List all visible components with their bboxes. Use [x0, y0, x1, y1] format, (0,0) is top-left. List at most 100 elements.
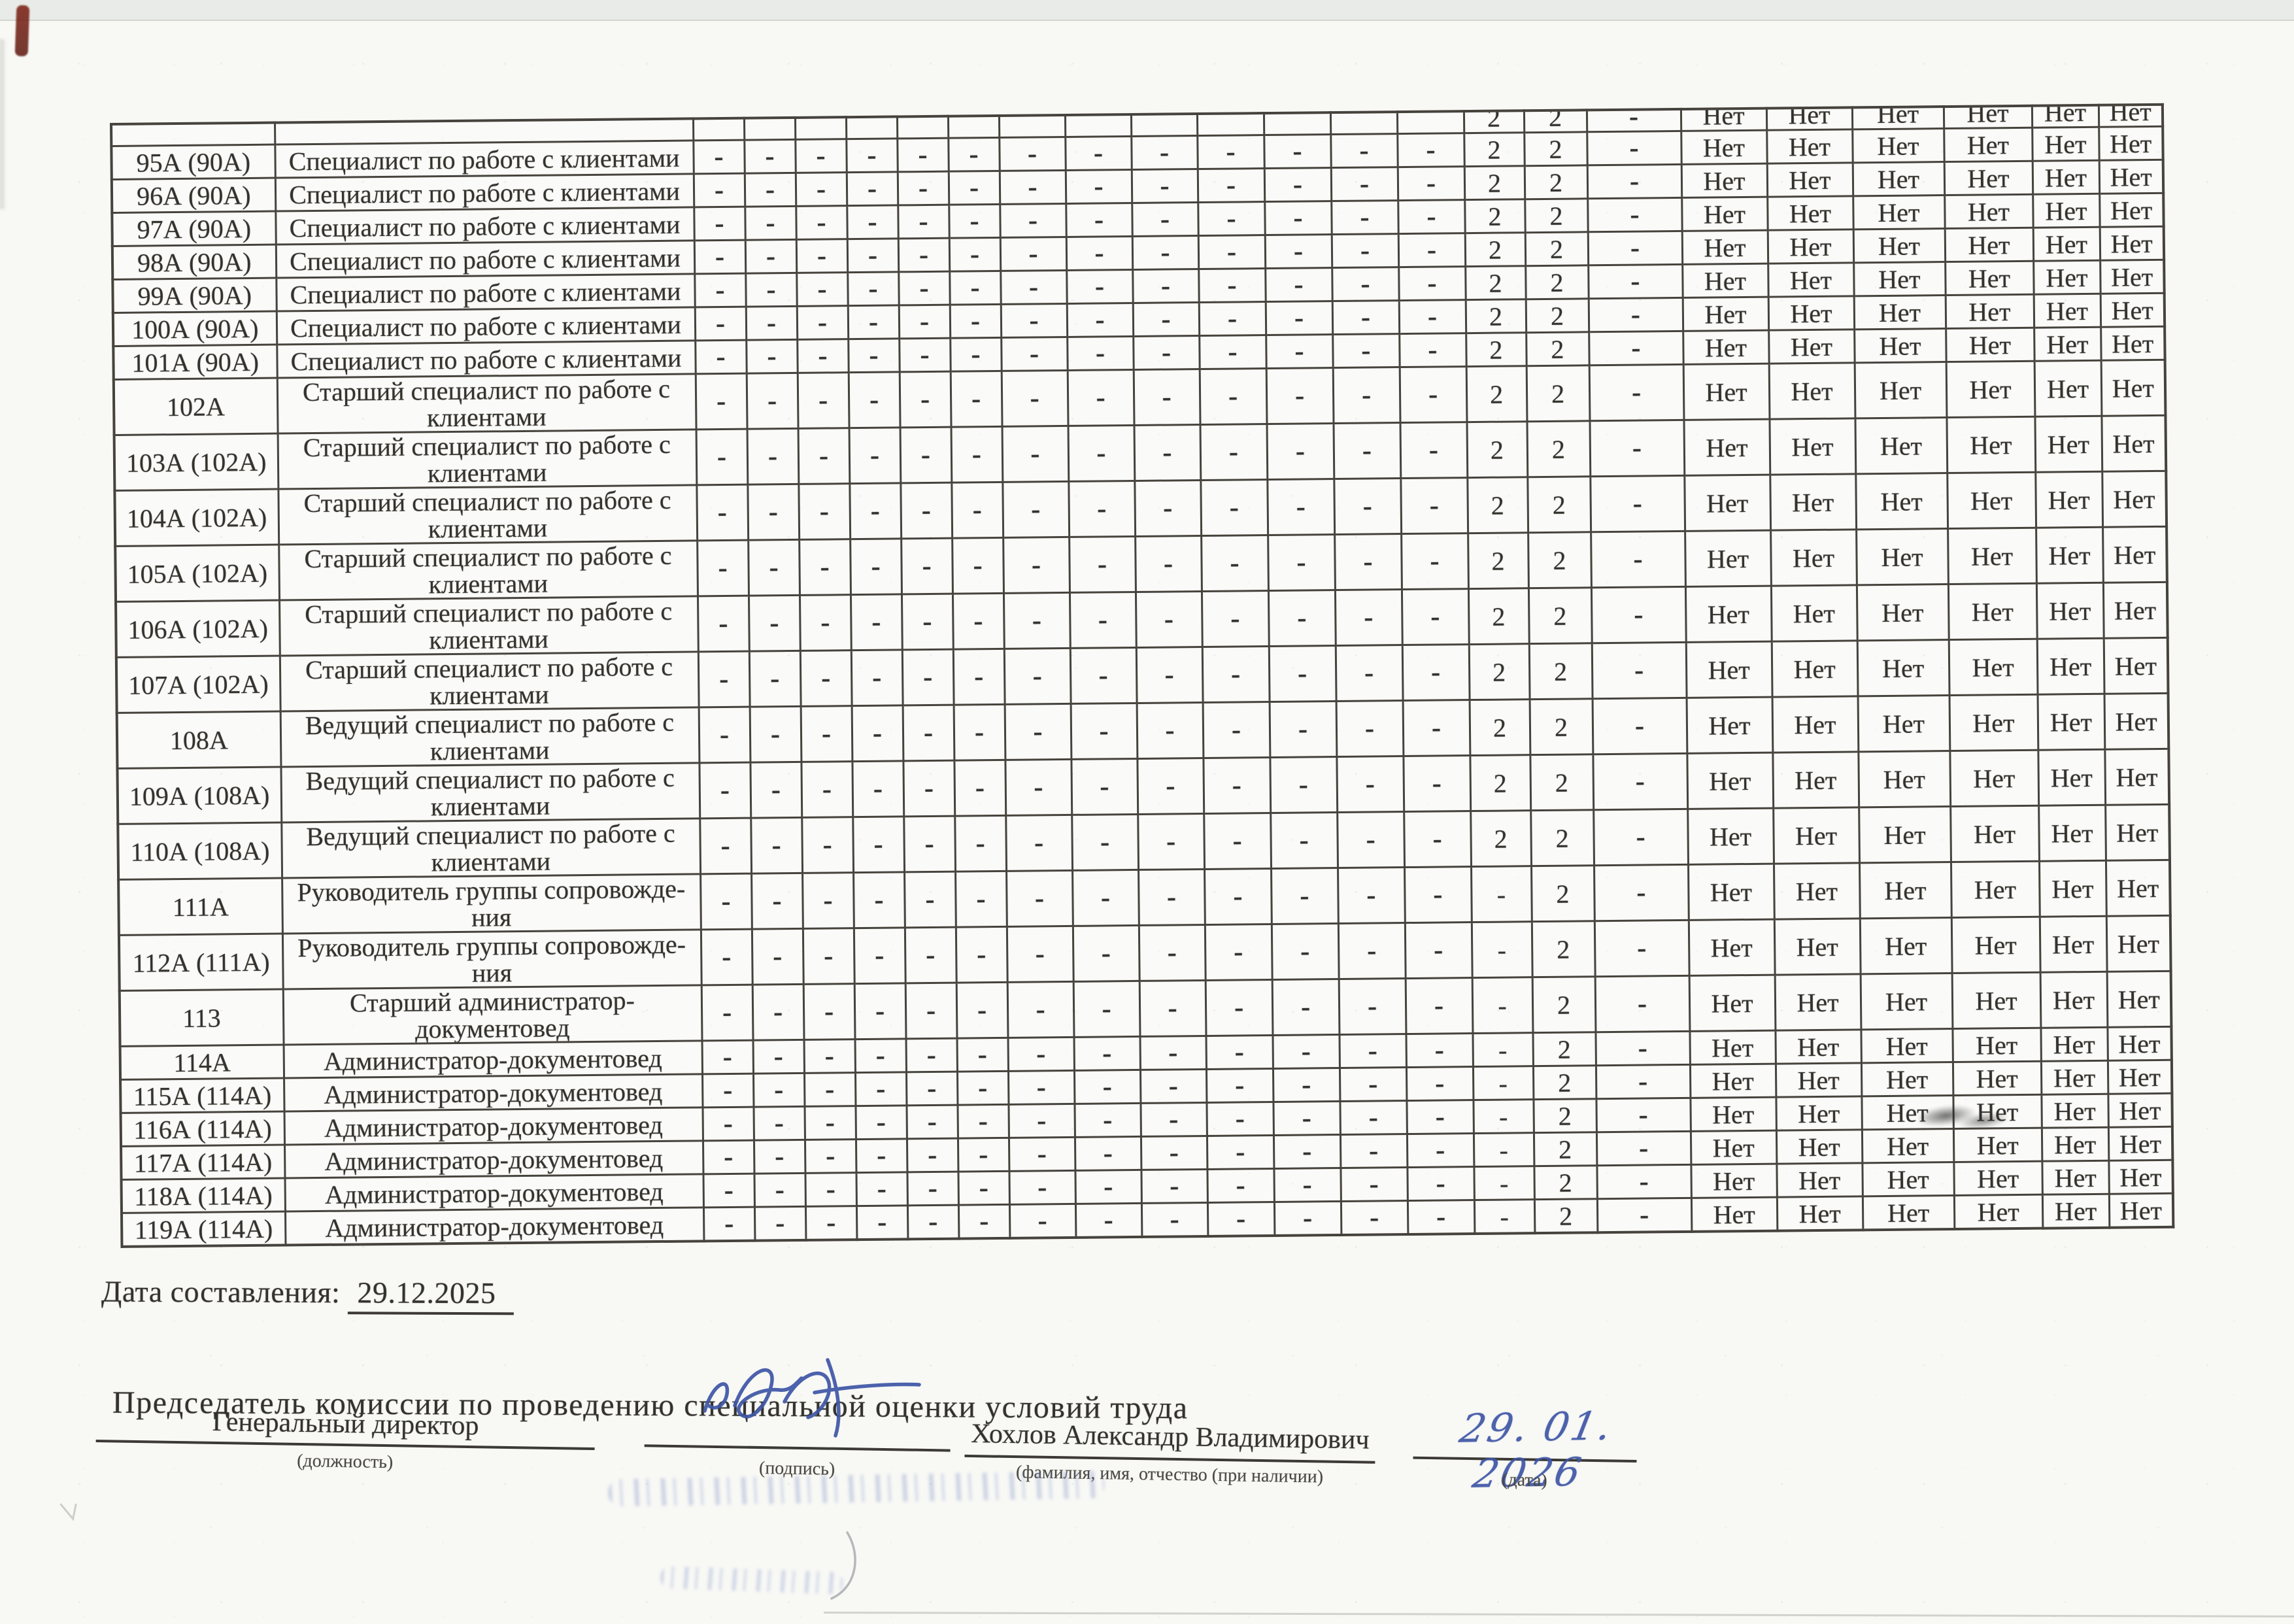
cell-dash: -	[751, 873, 803, 930]
cell-dash: -	[797, 372, 849, 429]
cell-dash: -	[853, 871, 905, 928]
cell-net: Нет	[1685, 586, 1772, 643]
cell-dash: -	[801, 761, 853, 818]
cell-net: Нет	[2107, 1060, 2172, 1094]
cell-mid: -	[1593, 753, 1688, 810]
cell-dash: -	[1400, 422, 1468, 479]
cell-net: Нет	[2107, 1026, 2172, 1061]
cell-dash: -	[800, 705, 852, 762]
cell-net: Нет	[1946, 416, 2036, 473]
cell-title: Специалист по работе с клиентами	[275, 240, 695, 279]
cell-net: Нет	[1686, 697, 1773, 754]
cell-net: Нет	[1855, 417, 1948, 474]
cell-dash: -	[949, 304, 1002, 339]
cell-net: Нет	[2103, 637, 2168, 694]
cell-net: Нет	[1776, 1196, 1863, 1231]
cell-dash: -	[802, 872, 854, 929]
cell-two: 2	[1534, 1198, 1598, 1234]
cell-net: Нет	[2040, 1060, 2108, 1095]
cell-dash: -	[1332, 367, 1400, 424]
cell-num: 104А (102А)	[114, 489, 279, 547]
cell-two: -	[1473, 1132, 1534, 1167]
cell-net: Нет	[2098, 104, 2163, 127]
cell-mid: -	[1589, 364, 1684, 421]
cell-mid: -	[1596, 1164, 1691, 1199]
cell-net: Нет	[2102, 471, 2167, 528]
cell-dash: -	[1141, 1169, 1207, 1204]
cell-title: Руководитель группы сопровожде- ния	[282, 929, 701, 990]
cell-dash: -	[1401, 588, 1469, 645]
cell-net: Нет	[1683, 419, 1770, 476]
cell-two: 2	[1466, 421, 1528, 478]
cell-dash: -	[904, 927, 956, 983]
cell-dash: -	[1065, 169, 1132, 204]
cell-dash: -	[1131, 135, 1198, 170]
cell-dash: -	[703, 1174, 754, 1208]
cell-net: Нет	[1771, 640, 1858, 698]
cell-two: 2	[1531, 921, 1595, 977]
cell-dash: -	[1004, 648, 1071, 705]
cell-dash: -	[1399, 366, 1467, 423]
cell-num: 114А	[120, 1045, 284, 1080]
cell-dash: -	[1000, 270, 1067, 305]
name-value: Хохлов Александр Владимирович	[970, 1419, 1370, 1455]
cell-dash: -	[850, 538, 902, 595]
cell-two: 2	[1526, 365, 1590, 422]
cell-dash: -	[1204, 924, 1272, 981]
assessment-results-table-wrap: 2 2- Нет Нет Нет Нет Нет Нет 95А (90А) Специалист…	[110, 103, 2175, 1248]
cell-two: 2	[1468, 532, 1528, 589]
cell-num: 113	[119, 989, 284, 1047]
cell-net: Нет	[2108, 1193, 2174, 1228]
cell-dash: -	[1138, 813, 1205, 870]
cell-num: 111А	[118, 878, 282, 936]
cell-dash: -	[1267, 479, 1335, 535]
cell-net: Нет	[2041, 1127, 2109, 1162]
cell-mid: -	[1587, 164, 1682, 199]
cell-net: Нет	[2032, 127, 2099, 161]
cell-dash: -	[1404, 922, 1472, 979]
cell-dash: -	[1005, 759, 1072, 816]
cell-dash: -	[703, 1207, 755, 1242]
cell-dash: -	[1206, 1035, 1273, 1070]
cell-net: Нет	[2034, 416, 2102, 473]
cell-title: Ведущий специалист по работе с клиентами	[281, 818, 701, 879]
cell-net: Нет	[1770, 473, 1857, 531]
cell-dash	[896, 116, 949, 139]
cell-net: Нет	[1859, 862, 1951, 919]
cell-net: Нет	[2100, 293, 2165, 328]
cell-two: 2	[1527, 476, 1591, 533]
cell-net: Нет	[1689, 1030, 1776, 1065]
cell-net: Нет	[1776, 1162, 1863, 1198]
cell-net: Нет	[1690, 1097, 1776, 1132]
cell-dash: -	[1007, 1037, 1074, 1072]
cell-net: Нет	[1852, 161, 1945, 196]
cell-dash: -	[907, 1205, 959, 1240]
cell-dash: -	[1201, 590, 1269, 647]
cell-dash	[794, 117, 847, 140]
cell-dash: -	[1000, 303, 1068, 338]
cell-dash: -	[1340, 1167, 1408, 1202]
cell-dash: -	[1002, 481, 1070, 538]
cell-net: Нет	[2099, 226, 2165, 261]
cell-dash: -	[796, 239, 848, 273]
cell-net: Нет	[1943, 105, 2033, 129]
cell-dash: -	[1007, 1070, 1075, 1105]
cell-dash: -	[805, 1206, 857, 1240]
cell-dash: -	[1135, 535, 1202, 592]
cell-net: Нет	[1685, 530, 1771, 587]
cell-dash: -	[750, 762, 802, 819]
cell-net: Нет	[1854, 328, 1946, 363]
cell-num: 107А (102А)	[116, 656, 280, 713]
cell-dash: -	[1198, 268, 1266, 303]
cell-dash: -	[1272, 1068, 1340, 1102]
cell-dash: -	[754, 1206, 806, 1241]
cell-net: Нет	[2033, 227, 2100, 262]
cell-dash: -	[1000, 237, 1067, 271]
cell-two: 2	[1532, 1032, 1596, 1066]
cell-dash: -	[897, 138, 949, 172]
cell-dash: -	[851, 649, 903, 706]
cell-mid: -	[1596, 1098, 1691, 1132]
cell-dash: -	[1332, 333, 1400, 368]
cell-dash: -	[848, 338, 900, 373]
cell-net: Нет	[1853, 262, 1946, 296]
